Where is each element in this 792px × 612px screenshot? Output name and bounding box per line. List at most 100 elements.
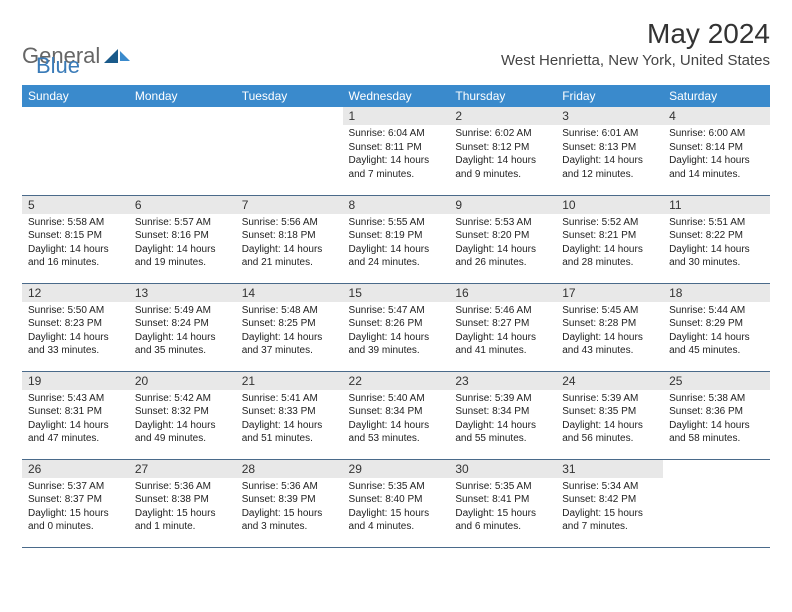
day-number: 19 bbox=[22, 372, 129, 390]
day-header: Tuesday bbox=[236, 85, 343, 107]
sunrise-text: Sunrise: 5:39 AM bbox=[562, 392, 657, 406]
calendar-cell: 20Sunrise: 5:42 AMSunset: 8:32 PMDayligh… bbox=[129, 371, 236, 459]
daylight-text: Daylight: 14 hours and 19 minutes. bbox=[135, 243, 230, 270]
day-info: Sunrise: 6:02 AMSunset: 8:12 PMDaylight:… bbox=[449, 125, 556, 183]
day-info: Sunrise: 5:36 AMSunset: 8:38 PMDaylight:… bbox=[129, 478, 236, 536]
day-number bbox=[22, 107, 129, 111]
sunset-text: Sunset: 8:28 PM bbox=[562, 317, 657, 331]
sunset-text: Sunset: 8:37 PM bbox=[28, 493, 123, 507]
sunset-text: Sunset: 8:34 PM bbox=[349, 405, 444, 419]
calendar-cell: 2Sunrise: 6:02 AMSunset: 8:12 PMDaylight… bbox=[449, 107, 556, 195]
day-info: Sunrise: 5:45 AMSunset: 8:28 PMDaylight:… bbox=[556, 302, 663, 360]
calendar-cell: 23Sunrise: 5:39 AMSunset: 8:34 PMDayligh… bbox=[449, 371, 556, 459]
day-info: Sunrise: 5:40 AMSunset: 8:34 PMDaylight:… bbox=[343, 390, 450, 448]
sunrise-text: Sunrise: 5:46 AM bbox=[455, 304, 550, 318]
sunrise-text: Sunrise: 5:48 AM bbox=[242, 304, 337, 318]
calendar-cell: 18Sunrise: 5:44 AMSunset: 8:29 PMDayligh… bbox=[663, 283, 770, 371]
day-number: 9 bbox=[449, 196, 556, 214]
sunrise-text: Sunrise: 5:34 AM bbox=[562, 480, 657, 494]
calendar-cell bbox=[236, 107, 343, 195]
calendar-cell: 25Sunrise: 5:38 AMSunset: 8:36 PMDayligh… bbox=[663, 371, 770, 459]
day-info: Sunrise: 5:42 AMSunset: 8:32 PMDaylight:… bbox=[129, 390, 236, 448]
daylight-text: Daylight: 14 hours and 37 minutes. bbox=[242, 331, 337, 358]
day-number bbox=[236, 107, 343, 111]
sunset-text: Sunset: 8:35 PM bbox=[562, 405, 657, 419]
calendar-cell: 22Sunrise: 5:40 AMSunset: 8:34 PMDayligh… bbox=[343, 371, 450, 459]
day-header: Monday bbox=[129, 85, 236, 107]
calendar-row: 12Sunrise: 5:50 AMSunset: 8:23 PMDayligh… bbox=[22, 283, 770, 371]
calendar-cell: 21Sunrise: 5:41 AMSunset: 8:33 PMDayligh… bbox=[236, 371, 343, 459]
sunrise-text: Sunrise: 5:52 AM bbox=[562, 216, 657, 230]
sunrise-text: Sunrise: 5:40 AM bbox=[349, 392, 444, 406]
location-label: West Henrietta, New York, United States bbox=[501, 52, 770, 69]
day-header: Thursday bbox=[449, 85, 556, 107]
daylight-text: Daylight: 15 hours and 0 minutes. bbox=[28, 507, 123, 534]
sunset-text: Sunset: 8:32 PM bbox=[135, 405, 230, 419]
day-number: 28 bbox=[236, 460, 343, 478]
sunset-text: Sunset: 8:42 PM bbox=[562, 493, 657, 507]
day-info: Sunrise: 6:00 AMSunset: 8:14 PMDaylight:… bbox=[663, 125, 770, 183]
title-block: May 2024 West Henrietta, New York, Unite… bbox=[501, 18, 770, 69]
day-info: Sunrise: 5:39 AMSunset: 8:35 PMDaylight:… bbox=[556, 390, 663, 448]
logo-triangle2-icon bbox=[120, 51, 130, 61]
sunrise-text: Sunrise: 5:55 AM bbox=[349, 216, 444, 230]
calendar-cell: 5Sunrise: 5:58 AMSunset: 8:15 PMDaylight… bbox=[22, 195, 129, 283]
daylight-text: Daylight: 14 hours and 24 minutes. bbox=[349, 243, 444, 270]
calendar-cell: 13Sunrise: 5:49 AMSunset: 8:24 PMDayligh… bbox=[129, 283, 236, 371]
calendar-cell bbox=[663, 459, 770, 547]
calendar-cell: 4Sunrise: 6:00 AMSunset: 8:14 PMDaylight… bbox=[663, 107, 770, 195]
sunrise-text: Sunrise: 5:58 AM bbox=[28, 216, 123, 230]
daylight-text: Daylight: 15 hours and 3 minutes. bbox=[242, 507, 337, 534]
day-info: Sunrise: 5:39 AMSunset: 8:34 PMDaylight:… bbox=[449, 390, 556, 448]
sunset-text: Sunset: 8:21 PM bbox=[562, 229, 657, 243]
calendar-row: 26Sunrise: 5:37 AMSunset: 8:37 PMDayligh… bbox=[22, 459, 770, 547]
sunrise-text: Sunrise: 5:35 AM bbox=[349, 480, 444, 494]
day-number: 12 bbox=[22, 284, 129, 302]
day-info: Sunrise: 5:53 AMSunset: 8:20 PMDaylight:… bbox=[449, 214, 556, 272]
calendar-row: 1Sunrise: 6:04 AMSunset: 8:11 PMDaylight… bbox=[22, 107, 770, 195]
daylight-text: Daylight: 14 hours and 55 minutes. bbox=[455, 419, 550, 446]
day-number: 27 bbox=[129, 460, 236, 478]
calendar-cell: 12Sunrise: 5:50 AMSunset: 8:23 PMDayligh… bbox=[22, 283, 129, 371]
sunrise-text: Sunrise: 5:42 AM bbox=[135, 392, 230, 406]
day-number: 5 bbox=[22, 196, 129, 214]
day-info: Sunrise: 5:51 AMSunset: 8:22 PMDaylight:… bbox=[663, 214, 770, 272]
sunset-text: Sunset: 8:16 PM bbox=[135, 229, 230, 243]
day-number: 8 bbox=[343, 196, 450, 214]
sunrise-text: Sunrise: 6:02 AM bbox=[455, 127, 550, 141]
sunset-text: Sunset: 8:24 PM bbox=[135, 317, 230, 331]
day-info: Sunrise: 5:34 AMSunset: 8:42 PMDaylight:… bbox=[556, 478, 663, 536]
day-info: Sunrise: 5:55 AMSunset: 8:19 PMDaylight:… bbox=[343, 214, 450, 272]
day-number: 26 bbox=[22, 460, 129, 478]
day-info: Sunrise: 5:50 AMSunset: 8:23 PMDaylight:… bbox=[22, 302, 129, 360]
calendar-cell: 15Sunrise: 5:47 AMSunset: 8:26 PMDayligh… bbox=[343, 283, 450, 371]
daylight-text: Daylight: 14 hours and 26 minutes. bbox=[455, 243, 550, 270]
calendar-cell: 28Sunrise: 5:36 AMSunset: 8:39 PMDayligh… bbox=[236, 459, 343, 547]
sunrise-text: Sunrise: 5:51 AM bbox=[669, 216, 764, 230]
month-title: May 2024 bbox=[501, 18, 770, 50]
sunrise-text: Sunrise: 5:49 AM bbox=[135, 304, 230, 318]
day-number: 7 bbox=[236, 196, 343, 214]
day-number: 2 bbox=[449, 107, 556, 125]
sunset-text: Sunset: 8:23 PM bbox=[28, 317, 123, 331]
sunrise-text: Sunrise: 5:37 AM bbox=[28, 480, 123, 494]
day-info: Sunrise: 5:58 AMSunset: 8:15 PMDaylight:… bbox=[22, 214, 129, 272]
sunrise-text: Sunrise: 5:41 AM bbox=[242, 392, 337, 406]
day-info: Sunrise: 5:37 AMSunset: 8:37 PMDaylight:… bbox=[22, 478, 129, 536]
daylight-text: Daylight: 14 hours and 53 minutes. bbox=[349, 419, 444, 446]
sunrise-text: Sunrise: 5:39 AM bbox=[455, 392, 550, 406]
daylight-text: Daylight: 14 hours and 7 minutes. bbox=[349, 154, 444, 181]
daylight-text: Daylight: 15 hours and 4 minutes. bbox=[349, 507, 444, 534]
sunrise-text: Sunrise: 5:43 AM bbox=[28, 392, 123, 406]
day-info: Sunrise: 5:52 AMSunset: 8:21 PMDaylight:… bbox=[556, 214, 663, 272]
day-info: Sunrise: 5:46 AMSunset: 8:27 PMDaylight:… bbox=[449, 302, 556, 360]
calendar-cell: 9Sunrise: 5:53 AMSunset: 8:20 PMDaylight… bbox=[449, 195, 556, 283]
day-number: 11 bbox=[663, 196, 770, 214]
day-number: 24 bbox=[556, 372, 663, 390]
day-number: 13 bbox=[129, 284, 236, 302]
day-number: 22 bbox=[343, 372, 450, 390]
calendar-cell: 8Sunrise: 5:55 AMSunset: 8:19 PMDaylight… bbox=[343, 195, 450, 283]
day-number: 1 bbox=[343, 107, 450, 125]
daylight-text: Daylight: 14 hours and 21 minutes. bbox=[242, 243, 337, 270]
sunset-text: Sunset: 8:26 PM bbox=[349, 317, 444, 331]
